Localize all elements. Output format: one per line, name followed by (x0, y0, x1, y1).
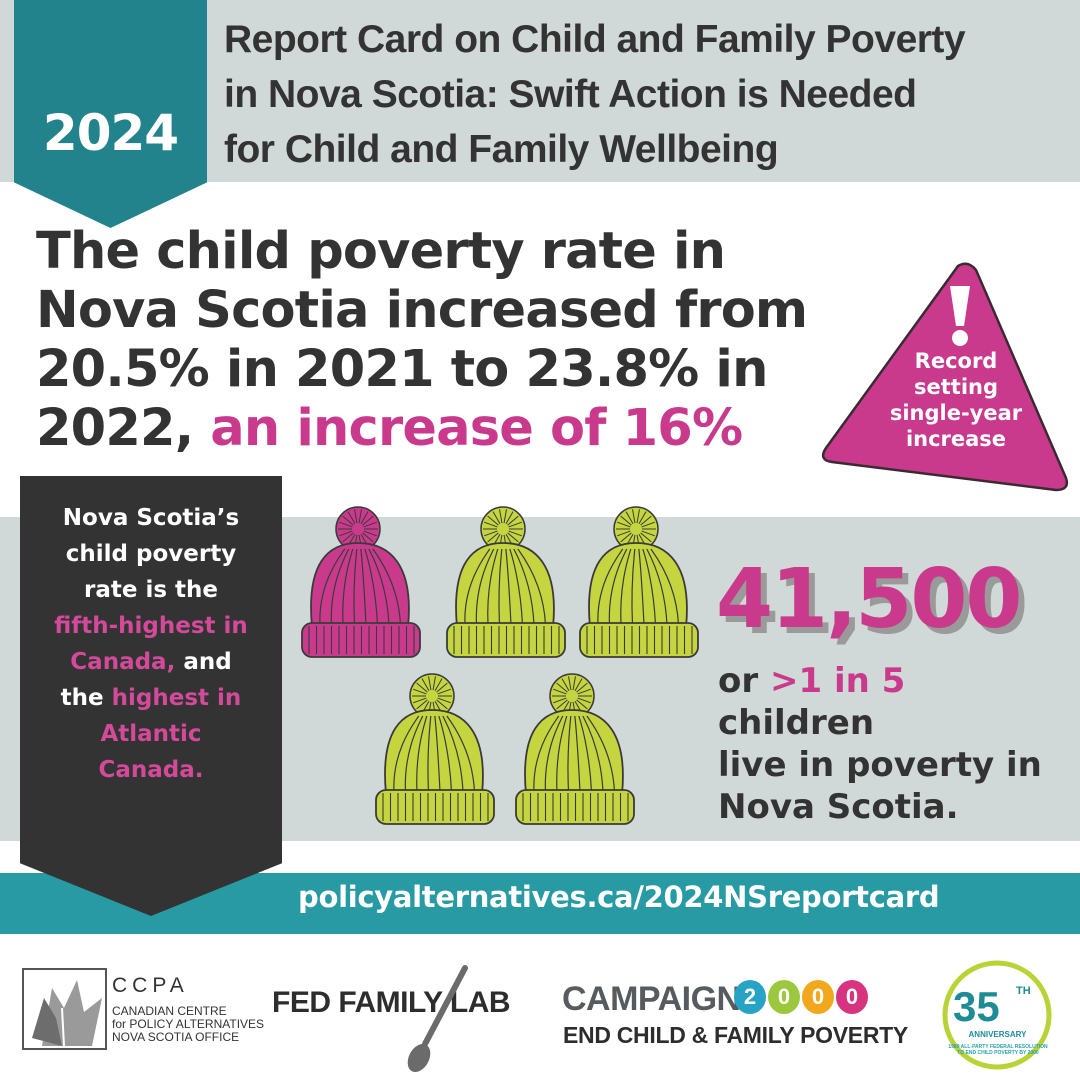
stat-line: live in poverty in (718, 745, 1042, 785)
warning-text: Record setting single-year increase (876, 348, 1036, 452)
year-label: 2024 (42, 104, 179, 162)
stat-line: or >1 in 5 children (718, 660, 1068, 744)
callout-line: Nova Scotia’s (62, 505, 240, 531)
campaign-2000-logo: CAMPAIGN (562, 980, 741, 1018)
ccpa-sub-line: for POLICY ALTERNATIVES (112, 1017, 265, 1031)
hat-icon (515, 673, 635, 825)
campaign-digit: 0 (802, 980, 834, 1014)
report-title: Report Card on Child and Family Poverty … (224, 12, 1064, 177)
stat-text-span: children (718, 703, 875, 743)
callout-box (20, 476, 282, 916)
ccpa-leaf-logo-icon (22, 968, 107, 1050)
campaign-tagline: END CHILD & FAMILY POVERTY (563, 1022, 908, 1048)
stat-line: Nova Scotia. (718, 787, 959, 827)
callout-text-span: and (175, 649, 232, 675)
ccpa-name: CCPA (112, 974, 189, 997)
callout-text: Nova Scotia’s child poverty rate is the … (20, 500, 282, 788)
anniversary-caption: 1989 ALL-PARTY FEDERAL RESOLUTION TO END… (948, 1044, 1048, 1056)
warning-line: Record (914, 349, 998, 373)
warning-line: increase (905, 427, 1007, 451)
stat-text-span: or (718, 661, 770, 701)
headline-line: 2022, an increase of 16% (36, 399, 836, 458)
hat-icon (375, 673, 495, 825)
headline-accent: an increase of 16% (210, 399, 743, 458)
year-ribbon (14, 0, 207, 228)
campaign-digit: 0 (768, 980, 800, 1014)
hat-icon (446, 506, 566, 658)
callout-line: Canada. (98, 757, 204, 783)
ccpa-sub-line: CANADIAN CENTRE (112, 1004, 227, 1018)
anniversary-suffix: TH (1016, 985, 1031, 997)
callout-line: the highest in (20, 680, 282, 716)
callout-line: Atlantic (100, 721, 202, 747)
callout-line: fifth-highest in (54, 613, 248, 639)
headline-line: The child poverty rate in (36, 222, 726, 281)
children-count: 41,500 (716, 552, 1022, 647)
callout-line: rate is the (83, 577, 218, 603)
anniversary-label: ANNIVERSARY (968, 1030, 1027, 1039)
stat-accent: >1 in 5 (769, 661, 906, 701)
spoon-icon (407, 965, 468, 1073)
warning-line: setting (914, 375, 998, 399)
fed-family-lab-logo: FED FAMILY LAB (272, 986, 511, 1019)
callout-text-span: the (60, 685, 112, 711)
campaign-digit: 0 (836, 980, 868, 1014)
callout-line: Canada, and (20, 644, 282, 680)
headline-text: 2022, (36, 399, 211, 458)
report-title-line: for Child and Family Wellbeing (224, 128, 779, 171)
report-url-link[interactable]: policyalternatives.ca/2024NSreportcard (298, 880, 940, 914)
callout-line: child poverty (65, 541, 237, 567)
warning-line: single-year (889, 401, 1023, 425)
campaign-digit: 2 (734, 980, 766, 1014)
anniversary-badge-icon (942, 960, 1052, 1070)
ccpa-sub-line: NOVA SCOTIA OFFICE (112, 1030, 240, 1044)
stat-text: or >1 in 5 children live in poverty in N… (718, 660, 1068, 828)
callout-accent: Canada, (70, 649, 176, 675)
ccpa-subtitle: CANADIAN CENTRE for POLICY ALTERNATIVES … (112, 1005, 264, 1044)
headline-line: Nova Scotia increased from (36, 281, 808, 340)
headline: The child poverty rate in Nova Scotia in… (36, 222, 836, 458)
hat-icon (579, 506, 699, 658)
report-title-line: in Nova Scotia: Swift Action is Needed (224, 73, 917, 116)
warning-triangle-icon (821, 262, 1069, 492)
anniversary-number: 35 (953, 983, 1000, 1030)
hat-icon (301, 506, 421, 658)
warning-badge: Record setting single-year increase (816, 256, 1071, 496)
headline-line: 20.5% in 2021 to 23.8% in (36, 340, 768, 399)
callout-accent: highest in (111, 685, 242, 711)
report-title-line: Report Card on Child and Family Poverty (224, 18, 966, 61)
